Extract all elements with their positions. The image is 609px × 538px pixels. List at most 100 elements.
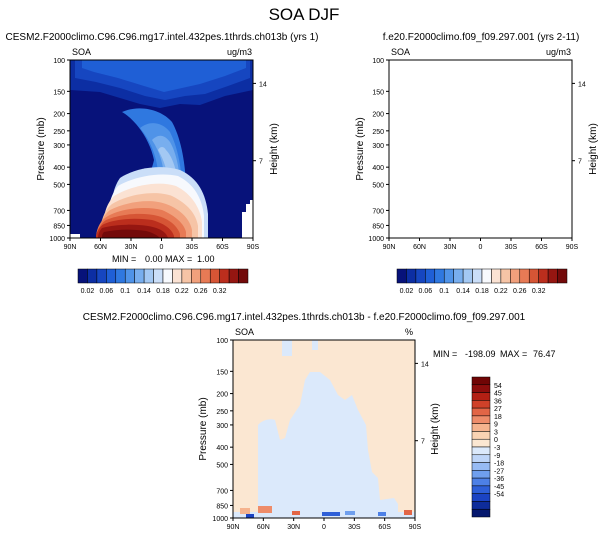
x-tick-label: 60S: [535, 244, 548, 251]
colorbar-swatch: [181, 268, 192, 284]
y-tick-label: 1000: [49, 236, 65, 243]
y-tick-label: 500: [216, 462, 228, 469]
colorbar-swatch: [209, 268, 220, 284]
panel-control: f.e20.F2000climo.f09_f09.297.001 (yrs 2-…: [355, 32, 599, 295]
y-tick-label: 150: [216, 369, 228, 376]
diff-level-negative-small: [312, 340, 318, 350]
colorbar-label: -27: [494, 468, 504, 475]
panel-control-units-label: ug/m3: [546, 47, 571, 57]
x-tick-label: 60S: [216, 244, 229, 251]
colorbar-swatch: [471, 376, 491, 386]
colorbar-swatch: [491, 268, 502, 284]
colorbar-swatch: [425, 268, 436, 284]
panel-model-ylabel-right: Height (km): [269, 123, 280, 175]
colorbar-swatch: [471, 470, 491, 479]
colorbar-label: -54: [494, 492, 504, 499]
panel-model-min-value: 0.00: [145, 254, 163, 264]
colorbar-swatch: [471, 462, 491, 471]
colorbar-label: 45: [494, 391, 502, 398]
panel-control-frame: [388, 59, 573, 239]
panel-model-colorbar: 0.02 0.06 0.1 0.14 0.18 0.22 0.26 0.32: [77, 268, 249, 295]
contour-level-9: [426, 174, 523, 238]
y-tick-label: 700: [53, 208, 65, 215]
contour-level-10: [422, 184, 521, 238]
y-tick-label: 150: [372, 89, 384, 96]
x-tick-label: 30S: [348, 524, 361, 531]
colorbar-label: 0.1: [120, 288, 130, 295]
y-tick-label: 300: [53, 143, 65, 150]
colorbar-label: 3: [494, 429, 498, 436]
y-tick-label: 850: [372, 223, 384, 230]
colorbar-swatch: [143, 268, 154, 284]
colorbar-swatch: [462, 268, 473, 284]
x-tick-label: 90S: [566, 244, 579, 251]
contour-level-8: [430, 167, 527, 238]
panel-diff-ylabel-right: Height (km): [430, 403, 441, 455]
colorbar-label: -45: [494, 484, 504, 491]
contour-level-16: [417, 225, 487, 238]
y-right-tick-label: 14: [259, 81, 267, 88]
panel-control-colorbar: 0.02 0.06 0.1 0.14 0.18 0.22 0.26 0.32: [396, 268, 568, 295]
colorbar-swatch: [200, 268, 211, 284]
panel-model-max-value: 1.00: [197, 254, 215, 264]
x-tick-label: 60N: [413, 244, 426, 251]
panel-diff-min-label: MIN =: [433, 349, 457, 359]
colorbar-swatch: [472, 268, 483, 284]
y-tick-label: 100: [372, 58, 384, 65]
panel-diff-units-label: %: [405, 327, 413, 337]
diff-level-negative-mid: [378, 512, 386, 516]
colorbar-label: 0.14: [137, 288, 151, 295]
colorbar-swatch: [471, 423, 491, 432]
topography-mask: [389, 234, 399, 238]
contour-level-5: [459, 123, 501, 215]
contour-level-4: [441, 108, 505, 214]
colorbar-label: 0.02: [400, 288, 414, 295]
colorbar-label: 0.22: [494, 288, 508, 295]
colorbar-label: 0.26: [513, 288, 527, 295]
y-tick-label: 500: [372, 182, 384, 189]
panel-diff-title: CESM2.F2000climo.C96.C96.mg17.intel.432p…: [83, 312, 526, 323]
colorbar-swatch: [538, 268, 549, 284]
y-tick-label: 500: [53, 182, 65, 189]
contour-level-3: [82, 60, 246, 92]
colorbar-swatch: [471, 501, 491, 510]
colorbar-label: 54: [494, 383, 502, 390]
diff-level-positive-mid: [258, 506, 272, 513]
panel-model-contours: [70, 60, 253, 238]
x-tick-label: 0: [479, 244, 483, 251]
colorbar-label: 0: [494, 437, 498, 444]
x-tick-label: 90N: [64, 244, 77, 251]
y-right-tick-label: 7: [421, 439, 425, 446]
panel-diff-contours: [233, 340, 415, 518]
y-tick-label: 250: [216, 409, 228, 416]
y-tick-label: 700: [372, 208, 384, 215]
colorbar-swatch: [106, 268, 117, 284]
colorbar-swatch: [191, 268, 202, 284]
diff-level-negative-small: [258, 372, 398, 512]
x-tick-label: 60N: [94, 244, 107, 251]
diff-level-positive-high: [292, 511, 300, 515]
colorbar-swatch: [443, 268, 454, 284]
colorbar-label: 0.1: [439, 288, 449, 295]
colorbar-swatch: [77, 268, 88, 284]
contour-level-0: [389, 60, 572, 238]
colorbar-label: 0.32: [213, 288, 227, 295]
contour-level-14: [415, 214, 499, 238]
y-tick-label: 1000: [368, 236, 384, 243]
panel-diff-min-value: -198.09: [465, 349, 496, 359]
x-tick-label: 30S: [505, 244, 518, 251]
y-right-tick-label: 14: [578, 81, 586, 88]
colorbar-label: 18: [494, 414, 502, 421]
colorbar-swatch: [471, 392, 491, 401]
panel-model-min-label: MIN =: [112, 254, 136, 264]
y-tick-label: 150: [53, 89, 65, 96]
diff-level-negative-strong: [322, 512, 340, 516]
colorbar-label: -9: [494, 453, 500, 460]
colorbar-swatch: [153, 268, 164, 284]
contour-level-13: [415, 208, 505, 238]
panel-model-ylabel: Pressure (mb): [36, 117, 47, 180]
colorbar-swatch: [172, 268, 183, 284]
colorbar-label: 9: [494, 422, 498, 429]
